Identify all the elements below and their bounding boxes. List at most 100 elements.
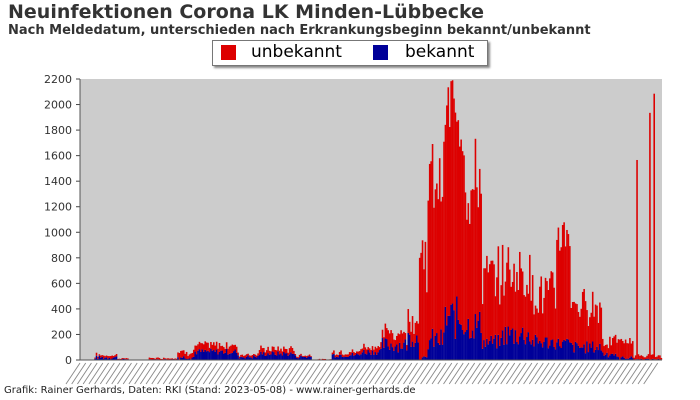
bar-unbekannt (357, 351, 359, 355)
bar-bekannt (549, 345, 551, 360)
bar-unbekannt (474, 138, 477, 315)
bar-bekannt (576, 343, 578, 360)
bar-unbekannt (584, 301, 587, 354)
bar-bekannt (561, 341, 564, 360)
bar-bekannt (396, 344, 398, 360)
bar-unbekannt (237, 352, 239, 356)
bar-unbekannt (530, 300, 533, 345)
bar-unbekannt (380, 342, 382, 349)
x-tick-mark (225, 362, 241, 385)
bar-unbekannt (516, 272, 518, 342)
bar-bekannt (589, 343, 591, 360)
x-tick-mark (128, 362, 144, 385)
bar-bekannt (254, 356, 257, 360)
bar-bekannt (294, 355, 297, 360)
bar-unbekannt (414, 322, 417, 343)
bar-bekannt (646, 358, 648, 360)
bar-unbekannt (358, 351, 361, 356)
bar-bekannt (501, 330, 504, 360)
bar-bekannt (348, 355, 351, 360)
bar-unbekannt (601, 338, 604, 353)
bar-unbekannt (115, 354, 118, 357)
bar-unbekannt (547, 290, 550, 349)
bar-bekannt (581, 347, 584, 360)
bar-bekannt (627, 358, 630, 360)
bar-bekannt (407, 332, 410, 360)
bar-unbekannt (603, 346, 605, 356)
bar-bekannt (122, 358, 125, 360)
x-tick-mark (591, 362, 607, 385)
bar-unbekannt (567, 234, 570, 340)
bar-bekannt (194, 351, 196, 360)
bar-bekannt (301, 356, 304, 360)
bar-unbekannt (627, 343, 630, 359)
bar-bekannt (417, 342, 420, 360)
x-tick-mark (528, 362, 544, 385)
bar-unbekannt (553, 287, 555, 347)
bar-bekannt (225, 348, 228, 360)
bar-unbekannt (377, 346, 380, 353)
bar-bekannt (205, 351, 208, 360)
bar-bekannt (411, 341, 414, 360)
bar-bekannt (265, 355, 268, 360)
x-tick-mark (500, 362, 516, 385)
bar-unbekannt (251, 355, 254, 359)
bar-unbekannt (494, 296, 497, 335)
bar-unbekannt (559, 250, 561, 347)
bar-bekannt (208, 352, 211, 360)
bar-unbekannt (258, 350, 261, 356)
bar-unbekannt (577, 311, 580, 346)
bar-unbekannt (217, 348, 219, 355)
bar-bekannt (630, 356, 633, 360)
bar-bekannt (473, 338, 475, 360)
bar-unbekannt (440, 201, 442, 330)
bar-bekannt (540, 343, 543, 360)
bar-bekannt (298, 357, 301, 360)
bar-unbekannt (334, 355, 337, 358)
bar-unbekannt (200, 343, 202, 352)
bar-bekannt (438, 344, 441, 360)
bar-unbekannt (343, 355, 345, 358)
bar-unbekannt (112, 356, 115, 358)
bar-unbekannt (121, 358, 124, 360)
bar-bekannt (579, 347, 581, 360)
x-tick-mark (145, 362, 161, 385)
bar-unbekannt (271, 346, 274, 352)
bar-bekannt (559, 346, 561, 360)
bar-unbekannt (563, 222, 565, 340)
x-tick-mark (277, 362, 293, 385)
bar-unbekannt (441, 196, 444, 345)
bar-bekannt (494, 334, 497, 360)
bar-unbekannt (124, 358, 126, 360)
bar-unbekannt (378, 347, 381, 351)
bar-unbekannt (263, 347, 265, 353)
bar-unbekannt (162, 357, 165, 360)
bar-unbekannt (496, 277, 498, 349)
bar-unbekannt (260, 345, 262, 352)
bar-bekannt (200, 351, 202, 360)
x-tick-mark (460, 362, 476, 385)
bar-bekannt (376, 354, 378, 360)
bar-bekannt (98, 355, 101, 360)
bar-unbekannt (387, 330, 390, 347)
bar-bekannt (544, 337, 547, 360)
y-tick-label: 800 (51, 252, 72, 265)
bar-unbekannt (529, 254, 531, 342)
bar-bekannt (431, 328, 434, 360)
bar-unbekannt (501, 244, 504, 331)
bar-bekannt (227, 354, 229, 360)
bar-unbekannt (223, 347, 225, 354)
x-tick-mark (231, 362, 247, 385)
bar-bekannt (297, 358, 299, 360)
bar-bekannt (493, 338, 495, 360)
bar-bekannt (291, 353, 294, 360)
bar-bekannt (373, 354, 375, 360)
x-tick-mark (425, 362, 441, 385)
bar-unbekannt (175, 358, 178, 360)
x-tick-mark (162, 362, 178, 385)
bar-unbekannt (205, 342, 208, 352)
x-tick-mark (151, 362, 167, 385)
bar-bekannt (560, 347, 563, 360)
bar-unbekannt (161, 359, 164, 360)
bar-unbekannt (348, 352, 351, 356)
